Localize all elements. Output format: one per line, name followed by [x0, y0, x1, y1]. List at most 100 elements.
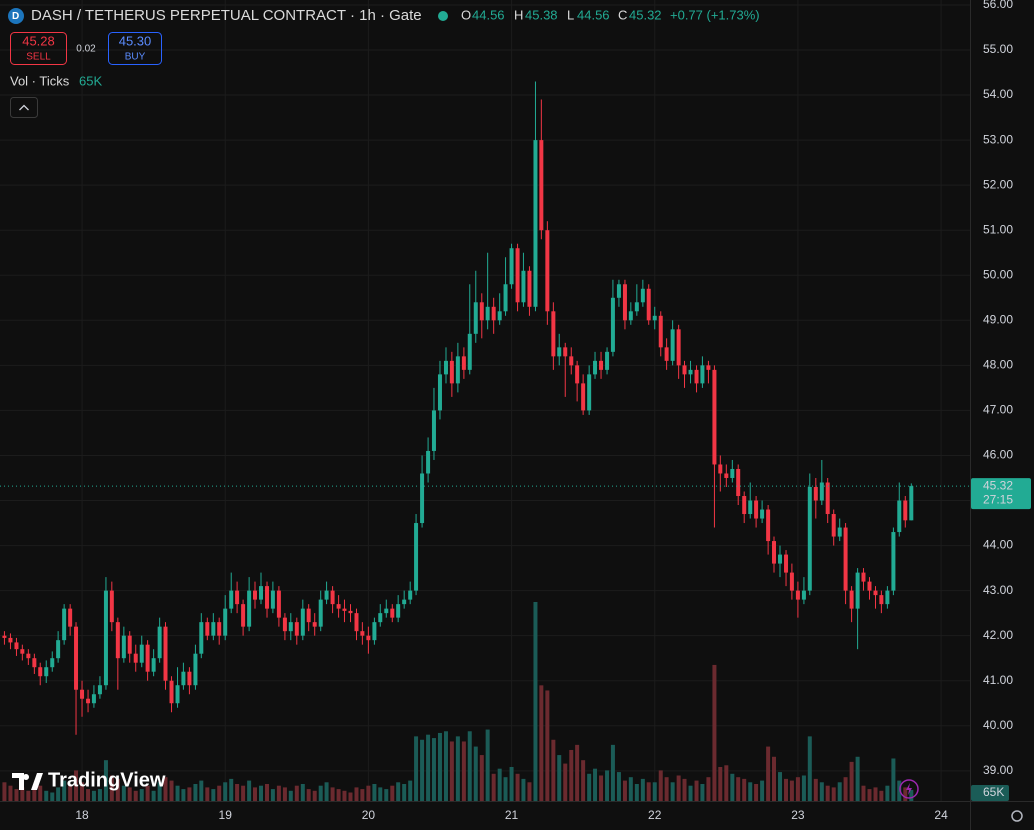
candle-body: [664, 347, 669, 361]
y-tick-label: 54.00: [983, 87, 1013, 101]
candle-body: [909, 486, 914, 521]
volume-bar: [402, 783, 407, 801]
x-tick-label: 22: [648, 808, 662, 822]
candle-body: [324, 590, 329, 600]
volume-title[interactable]: Vol · Ticks: [10, 73, 70, 88]
candle-body: [873, 590, 878, 596]
x-tick-label: 18: [75, 808, 89, 822]
volume-bar: [867, 789, 872, 801]
settings-icon[interactable]: [1011, 810, 1023, 822]
volume-bar: [467, 731, 472, 801]
brand-name: TradingView: [48, 769, 166, 791]
alert-icon[interactable]: [899, 779, 919, 799]
volume-bar: [539, 685, 544, 801]
volume-bar: [688, 785, 693, 801]
candle-body: [646, 288, 651, 321]
buy-price: 45.30: [119, 33, 152, 48]
candle-body: [360, 631, 365, 636]
volume-bar: [658, 770, 663, 801]
volume-bar: [396, 782, 401, 801]
candle-body: [599, 360, 604, 370]
volume-bar: [837, 782, 842, 801]
volume-bar: [861, 785, 866, 801]
candle-body: [891, 532, 896, 591]
y-tick-label: 48.00: [983, 358, 1013, 372]
volume-bar: [760, 780, 765, 801]
volume-bar: [527, 782, 532, 801]
volume-bar: [587, 773, 592, 801]
volume-bar: [771, 756, 776, 801]
volume-bar: [115, 778, 120, 801]
candle-body: [575, 365, 580, 384]
candle-body: [318, 599, 323, 627]
volume-bar: [748, 782, 753, 801]
volume-bar: [127, 787, 132, 801]
volume-bar: [324, 782, 329, 801]
volume-bar: [682, 778, 687, 801]
candle-body: [288, 622, 293, 632]
candle-body: [300, 608, 305, 636]
buy-button[interactable]: [108, 32, 162, 65]
volume-bar: [91, 790, 96, 801]
y-tick-label: 56.00: [983, 0, 1013, 11]
candle-body: [658, 315, 663, 348]
market-status[interactable]: [438, 11, 448, 21]
volume-bar: [789, 780, 794, 801]
volume-bar: [80, 782, 85, 801]
candle-body: [724, 473, 729, 478]
candle-body: [282, 617, 287, 632]
candle-body: [778, 554, 783, 564]
volume-bar: [449, 741, 454, 801]
volume-bar: [795, 777, 800, 801]
candle-body: [426, 450, 431, 474]
candle-body: [187, 671, 192, 686]
candle-body: [229, 590, 234, 609]
candle-body: [831, 514, 836, 537]
volume-bar: [473, 746, 478, 801]
volume-bar: [485, 729, 490, 801]
volume-bar: [754, 783, 759, 801]
high-label: H: [514, 7, 523, 22]
volume-bar: [312, 790, 317, 801]
candle-body: [867, 581, 872, 591]
candle-body: [8, 637, 13, 643]
candle-body: [384, 608, 389, 614]
candle-body: [861, 572, 866, 582]
y-tick-label: 52.00: [983, 177, 1013, 191]
candle-body: [115, 622, 120, 659]
last-price-label: 45.32: [983, 478, 1013, 492]
candle-body: [68, 608, 73, 627]
volume-bar: [778, 772, 783, 801]
candle-body: [885, 590, 890, 605]
y-tick-label: 53.00: [983, 132, 1013, 146]
candle-body: [97, 685, 102, 695]
candle-body: [539, 140, 544, 231]
candle-body: [378, 613, 383, 623]
candle-body: [50, 658, 55, 668]
candle-body: [760, 509, 765, 519]
candle-body: [533, 140, 538, 307]
volume-bar: [348, 792, 353, 801]
volume-bar: [282, 787, 287, 801]
countdown: 27:15: [983, 492, 1013, 506]
volume-bar: [14, 789, 19, 801]
volume-bar: [26, 790, 31, 801]
chart-title[interactable]: DASH / TETHERUS PERPETUAL CONTRACT · 1h …: [31, 7, 422, 24]
collapse-button[interactable]: [10, 97, 38, 118]
volume-bar: [569, 749, 574, 801]
candle-body: [390, 608, 395, 618]
volume-bar: [139, 789, 144, 801]
candle-body: [706, 365, 711, 370]
volume-bar: [897, 780, 902, 801]
sell-button[interactable]: [10, 32, 67, 65]
volume-bar: [300, 783, 305, 801]
volume-bar: [652, 782, 657, 801]
volume-bar: [163, 777, 168, 801]
volume-bar: [873, 787, 878, 801]
candle-body: [103, 590, 108, 686]
candle-body: [610, 297, 615, 352]
candle-body: [145, 644, 150, 672]
candle-body: [443, 360, 448, 375]
candle-body: [265, 586, 270, 609]
